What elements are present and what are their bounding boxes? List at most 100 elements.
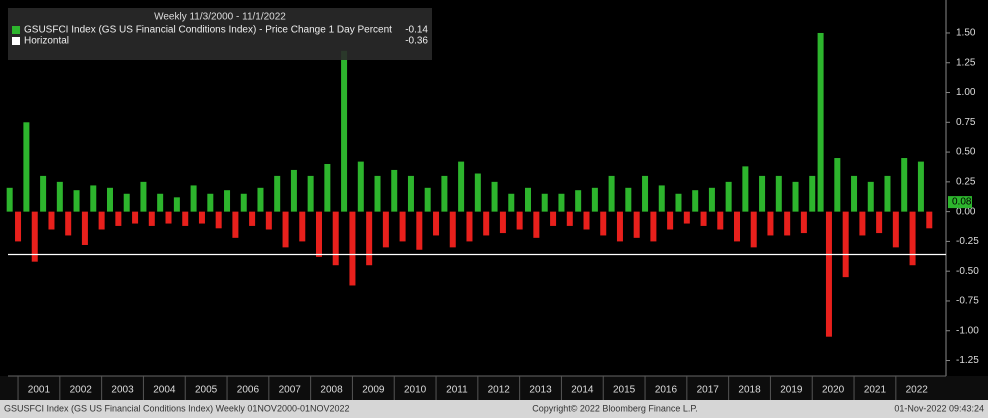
bar: [391, 169, 398, 212]
bar: [265, 211, 272, 230]
legend-header: Weekly 11/3/2000 - 11/1/2022: [154, 12, 286, 23]
bar: [550, 211, 557, 226]
bar: [859, 211, 866, 236]
bar: [165, 211, 172, 224]
x-tick-label: 2020: [822, 385, 845, 396]
bar: [466, 211, 473, 242]
bar: [725, 181, 732, 212]
x-tick-label: 2019: [780, 385, 803, 396]
bar: [675, 193, 682, 212]
bar: [48, 211, 55, 230]
bar: [742, 166, 749, 212]
y-tick-label: 0.50: [956, 147, 976, 158]
bar: [809, 175, 816, 212]
x-tick-label: 2014: [571, 385, 594, 396]
x-tick-label: 2013: [529, 385, 552, 396]
bar: [349, 211, 356, 286]
bar: [73, 190, 80, 212]
bar: [842, 211, 849, 278]
bar: [700, 211, 707, 226]
legend-swatch: [12, 26, 20, 34]
bar: [257, 187, 264, 212]
y-tick-label: 0.00: [956, 206, 976, 217]
bar: [834, 158, 841, 212]
bar: [15, 211, 22, 242]
bar: [566, 211, 573, 226]
bar: [441, 175, 448, 212]
y-tick-label: 0.75: [956, 117, 976, 128]
bar: [315, 211, 322, 257]
bar: [81, 211, 88, 245]
bar: [232, 211, 239, 238]
legend-swatch: [12, 37, 20, 45]
bar: [683, 211, 690, 224]
bar: [366, 211, 373, 266]
last-price-label: 0.08: [952, 197, 972, 208]
bar: [207, 193, 214, 212]
bar: [867, 181, 874, 212]
bar: [173, 197, 180, 212]
bar: [307, 175, 314, 212]
bar: [499, 211, 506, 234]
bar: [140, 181, 147, 212]
bar: [299, 211, 306, 242]
bar: [290, 169, 297, 212]
bar: [817, 32, 824, 212]
y-tick-label: 1.50: [956, 28, 976, 39]
bar: [917, 161, 924, 212]
bar: [909, 211, 916, 266]
bar: [491, 181, 498, 212]
x-tick-label: 2010: [404, 385, 427, 396]
legend-label: Horizontal: [24, 36, 69, 47]
bar: [249, 211, 256, 226]
bar: [759, 175, 766, 212]
x-tick-label: 2003: [111, 385, 134, 396]
bar: [733, 211, 740, 242]
x-tick-label: 2017: [697, 385, 720, 396]
bar: [575, 190, 582, 212]
bar: [616, 211, 623, 242]
x-tick-label: 2016: [655, 385, 678, 396]
bar: [767, 211, 774, 236]
bar: [541, 193, 548, 212]
plot: [6, 32, 946, 337]
bar: [775, 175, 782, 212]
bar: [433, 211, 440, 236]
bar: [240, 193, 247, 212]
bar: [901, 158, 908, 212]
footer-right: 01-Nov-2022 09:43:24: [894, 403, 984, 413]
bar: [800, 211, 807, 234]
bar: [198, 211, 205, 224]
x-tick-label: 2002: [70, 385, 93, 396]
x-tick-label: 2007: [279, 385, 302, 396]
legend-label: GSUSFCI Index (GS US Financial Condition…: [24, 25, 392, 36]
bar: [56, 181, 63, 212]
x-tick-label: 2008: [320, 385, 343, 396]
bar: [474, 173, 481, 212]
bar: [792, 181, 799, 212]
x-tick-label: 2005: [195, 385, 218, 396]
bar: [357, 161, 364, 212]
legend-value: -0.14: [405, 25, 428, 36]
y-tick-label: -1.25: [956, 355, 979, 366]
bar: [583, 211, 590, 230]
bar: [274, 175, 281, 212]
x-tick-label: 2006: [237, 385, 260, 396]
x-tick-label: 2004: [153, 385, 176, 396]
bar: [524, 187, 531, 212]
bar: [224, 190, 231, 212]
bar: [633, 211, 640, 238]
bar: [341, 50, 348, 212]
bar: [382, 211, 389, 248]
bar: [157, 193, 164, 212]
bar: [23, 122, 30, 212]
x-tick-label: 2012: [488, 385, 511, 396]
bar: [516, 211, 523, 230]
bar: [717, 211, 724, 230]
bar: [40, 175, 47, 212]
bar: [458, 161, 465, 212]
bar: [190, 185, 197, 212]
bar: [508, 193, 515, 212]
